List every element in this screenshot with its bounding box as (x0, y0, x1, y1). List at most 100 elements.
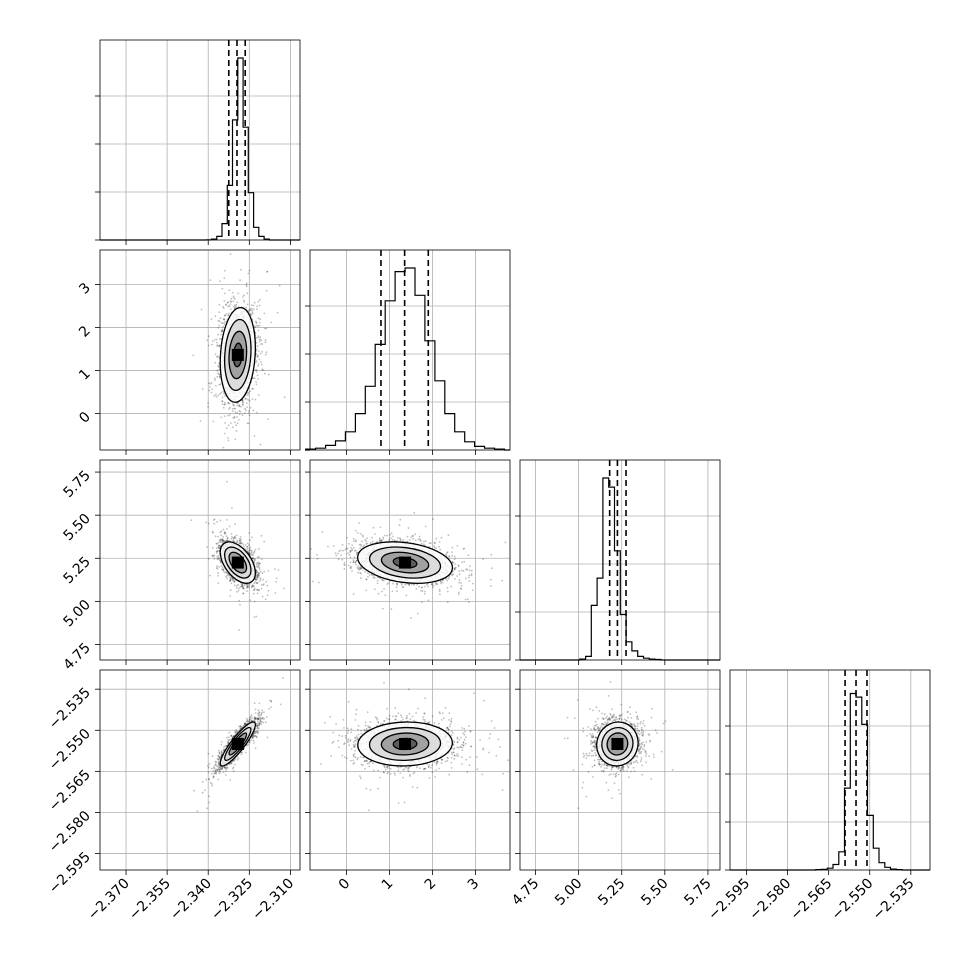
sample-point (468, 574, 471, 577)
sample-point (229, 406, 231, 409)
sample-point (364, 538, 366, 541)
sample-point (211, 546, 214, 549)
sample-point (223, 403, 226, 406)
sample-point (260, 558, 263, 561)
sample-point (246, 584, 249, 587)
sample-point (415, 588, 418, 590)
sample-point (244, 412, 246, 415)
sample-point (283, 396, 286, 399)
sample-point (260, 343, 262, 345)
sample-point (239, 542, 242, 545)
sample-point (230, 422, 232, 424)
sample-point (233, 304, 236, 307)
sample-point (223, 318, 225, 321)
sample-point (239, 279, 242, 282)
sample-point (242, 592, 245, 594)
sample-point (248, 549, 251, 552)
sample-point (248, 551, 251, 554)
sample-point (259, 577, 262, 580)
sample-point (251, 388, 254, 390)
sample-point (406, 535, 409, 538)
sample-point (216, 550, 219, 553)
sample-point (250, 549, 253, 552)
sample-point (230, 577, 233, 579)
sample-point (262, 578, 265, 581)
sample-point (257, 325, 259, 327)
sample-point (245, 397, 247, 400)
sample-point (232, 539, 235, 542)
sample-point (384, 594, 387, 597)
sample-point (223, 531, 226, 534)
sample-point (435, 537, 438, 540)
sample-point (247, 550, 249, 552)
sample-point (234, 523, 237, 526)
sample-point (220, 530, 223, 533)
sample-point (238, 600, 241, 602)
sample-point (256, 355, 259, 357)
sample-point (235, 541, 238, 543)
sample-point (439, 593, 441, 596)
sample-point (230, 537, 233, 540)
sample-point (242, 299, 245, 302)
sample-point (365, 589, 367, 592)
sample-point (257, 572, 260, 575)
sample-point (210, 391, 213, 394)
sample-point (208, 389, 211, 392)
sample-point (379, 539, 382, 542)
sample-point (218, 544, 220, 547)
sample-point (490, 567, 493, 570)
sample-point (221, 329, 224, 332)
sample-point (270, 321, 273, 324)
sample-point (472, 582, 474, 585)
sample-point (229, 595, 232, 597)
sample-point (257, 576, 260, 579)
sample-point (212, 420, 215, 423)
sample-point (358, 522, 360, 524)
sample-point (258, 568, 261, 570)
sample-point (227, 305, 230, 308)
panel-2-0 (95, 459, 301, 665)
sample-point (236, 412, 239, 414)
sample-point (355, 559, 358, 562)
sample-point (223, 432, 226, 435)
sample-point (248, 399, 251, 402)
sample-point (221, 396, 224, 399)
sample-point (260, 583, 263, 586)
sample-point (248, 552, 251, 555)
sample-point (229, 580, 231, 582)
sample-point (352, 546, 355, 549)
sample-point (421, 601, 423, 604)
sample-point (206, 546, 209, 548)
sample-point (265, 327, 268, 330)
sample-point (222, 307, 225, 309)
sample-point (218, 344, 221, 347)
sample-point (249, 599, 252, 601)
sample-point (256, 576, 259, 578)
sample-point (349, 567, 352, 569)
sample-point (236, 402, 239, 405)
sample-point (235, 534, 238, 537)
sample-point (192, 354, 195, 357)
sample-point (228, 575, 230, 577)
sample-point (253, 559, 256, 561)
sample-point (245, 306, 248, 309)
density-peak (231, 348, 244, 361)
sample-point (228, 525, 231, 528)
sample-point (464, 598, 467, 601)
panel-1-0 (95, 249, 301, 455)
sample-point (214, 315, 217, 318)
sample-point (223, 318, 226, 321)
sample-point (222, 539, 224, 542)
sample-point (217, 582, 220, 585)
sample-point (256, 356, 259, 358)
sample-point (224, 531, 226, 534)
sample-point (257, 571, 260, 574)
sample-point (257, 365, 259, 367)
sample-point (257, 317, 260, 320)
sample-point (218, 337, 221, 340)
sample-point (222, 325, 224, 328)
sample-point (275, 577, 278, 580)
sample-point (252, 308, 255, 311)
sample-point (249, 309, 252, 312)
